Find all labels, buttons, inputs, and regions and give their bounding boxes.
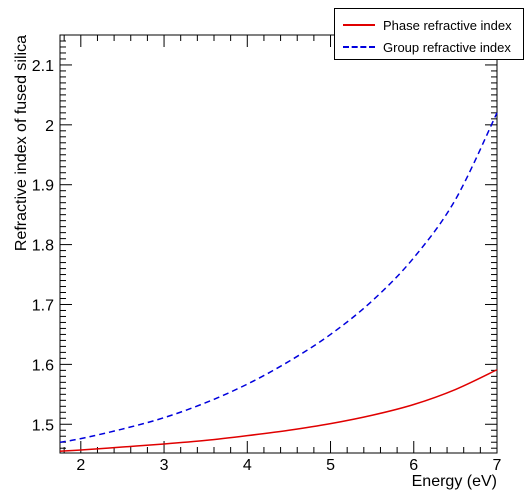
x-tick-label: 3 xyxy=(160,457,169,474)
legend-label-group: Group refractive index xyxy=(383,39,511,55)
x-tick-label: 7 xyxy=(493,457,502,474)
legend-label-phase: Phase refractive index xyxy=(383,17,512,33)
y-tick-label: 1.6 xyxy=(32,357,54,374)
x-axis: 2 3 4 5 6 7 xyxy=(63,35,502,474)
legend-swatch-phase xyxy=(343,24,375,26)
y-axis-label: Refractive index of fused silica xyxy=(13,35,30,251)
x-tick-label: 4 xyxy=(243,457,252,474)
x-axis-label: Energy (eV) xyxy=(412,473,497,490)
y-tick-label: 2.1 xyxy=(32,58,54,75)
y-tick-label: 1.9 xyxy=(32,178,54,195)
x-tick-label: 5 xyxy=(326,457,335,474)
phase-index-line xyxy=(59,369,498,452)
y-tick-label: 1.5 xyxy=(32,417,54,434)
legend: Phase refractive index Group refractive … xyxy=(334,8,524,60)
x-tick-label: 6 xyxy=(409,457,418,474)
y-tick-label: 1.8 xyxy=(32,238,54,255)
y-axis: 1.5 1.6 1.7 1.8 1.9 2 2.1 xyxy=(32,34,497,449)
group-index-line xyxy=(59,112,498,443)
series-layer xyxy=(59,112,498,452)
legend-item-group: Group refractive index xyxy=(335,37,523,57)
legend-swatch-group xyxy=(343,46,375,48)
legend-item-phase: Phase refractive index xyxy=(335,15,523,35)
y-tick-label: 2 xyxy=(45,118,54,135)
plot-frame xyxy=(59,34,498,454)
y-tick-label: 1.7 xyxy=(32,297,54,314)
x-tick-label: 2 xyxy=(76,457,85,474)
